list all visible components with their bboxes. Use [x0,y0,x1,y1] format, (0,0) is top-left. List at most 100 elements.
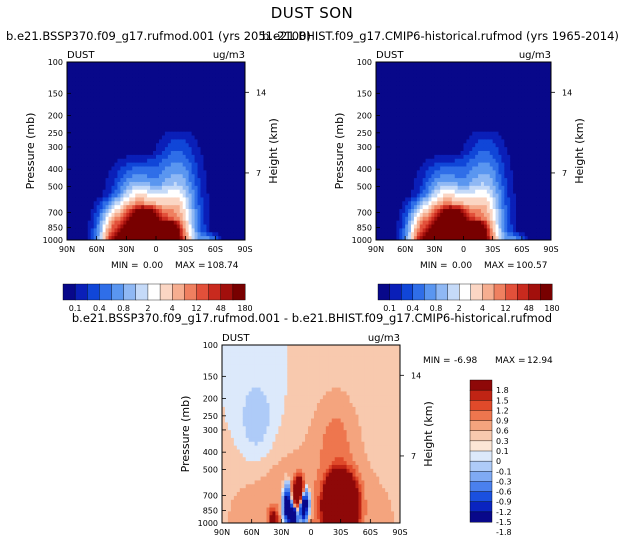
field-cell [478,127,482,133]
field-cell [179,112,184,117]
field-cell [87,166,92,171]
field-cell [203,73,207,78]
field-cell [413,189,418,194]
field-cell [384,123,389,129]
y-tick-label: 300 [48,143,63,152]
field-cell [478,120,482,125]
field-cell [230,143,234,148]
field-cell [402,170,406,175]
field-cell [504,174,508,179]
field-cell [390,89,394,94]
field-cell [478,62,482,67]
field-cell [399,143,403,148]
field-cell [72,120,77,125]
field-cell [84,96,89,102]
field-cell [492,77,496,82]
field-cell [135,193,139,198]
field-cell [111,143,115,148]
field-cell [176,224,181,229]
field-cell [218,65,222,71]
field-cell [126,232,130,237]
field-cell [408,100,412,105]
field-cell [138,89,142,94]
field-cell [81,143,86,148]
field-cell [227,116,231,121]
field-cell [126,193,130,198]
field-cell [179,123,184,129]
field-cell [437,89,441,94]
field-cell [224,73,228,78]
field-cell [466,89,470,94]
field-cell [120,154,124,160]
field-cell [90,139,95,144]
field-cell [483,85,488,90]
field-cell [413,77,418,82]
field-cell [206,120,210,125]
field-cell [96,139,101,144]
field-cell [233,189,237,194]
field-cell [90,151,95,156]
field-cell [381,158,386,164]
field-cell [451,220,456,225]
field-cell [114,220,118,225]
field-cell [416,96,421,102]
field-cell [230,69,234,75]
field-cell [108,236,112,241]
field-cell [413,201,418,206]
field-cell [221,108,225,113]
field-cell [422,174,426,179]
field-cell [150,178,154,183]
field-cell [405,65,409,71]
field-cell [239,89,243,94]
field-cell [158,178,163,183]
field-cell [123,108,127,113]
field-cell [402,77,406,82]
field-cell [428,205,432,210]
field-cell [99,178,103,183]
field-cell [67,73,71,78]
field-cell [387,228,391,233]
field-cell [102,85,106,90]
field-cell [384,120,389,125]
field-cell [233,147,237,152]
field-cell [141,104,145,109]
field-cell [510,181,514,187]
field-cell [135,77,139,82]
field-cell [209,116,213,121]
field-cell [191,135,195,140]
field-cell [408,73,412,78]
field-cell [495,96,499,102]
field-cell [428,178,432,183]
field-cell [390,65,394,71]
field-cell [167,181,172,187]
field-cell [81,193,86,198]
field-cell [486,135,491,140]
colorbar-swatch [87,283,100,301]
field-cell [173,170,178,175]
field-cell [408,181,412,187]
field-cell [489,123,494,129]
field-cell [437,92,441,98]
field-cell [472,212,476,218]
field-cell [120,209,124,214]
field-cell [224,77,228,82]
field-cell [434,151,438,156]
field-cell [114,139,118,144]
field-cell [405,123,409,129]
field-cell [227,69,231,75]
field-cell [96,147,101,152]
field-cell [81,147,86,152]
field-cell [233,62,237,67]
field-cell [67,116,71,121]
field-cell [120,151,124,156]
field-cell [239,185,243,191]
field-cell [224,224,228,229]
field-cell [185,104,190,109]
field-cell [75,209,80,214]
field-cell [191,77,195,82]
field-cell [93,62,98,67]
field-cell [78,73,83,78]
field-cell [475,143,479,148]
field-cell [173,77,178,82]
field-cell [454,123,459,129]
